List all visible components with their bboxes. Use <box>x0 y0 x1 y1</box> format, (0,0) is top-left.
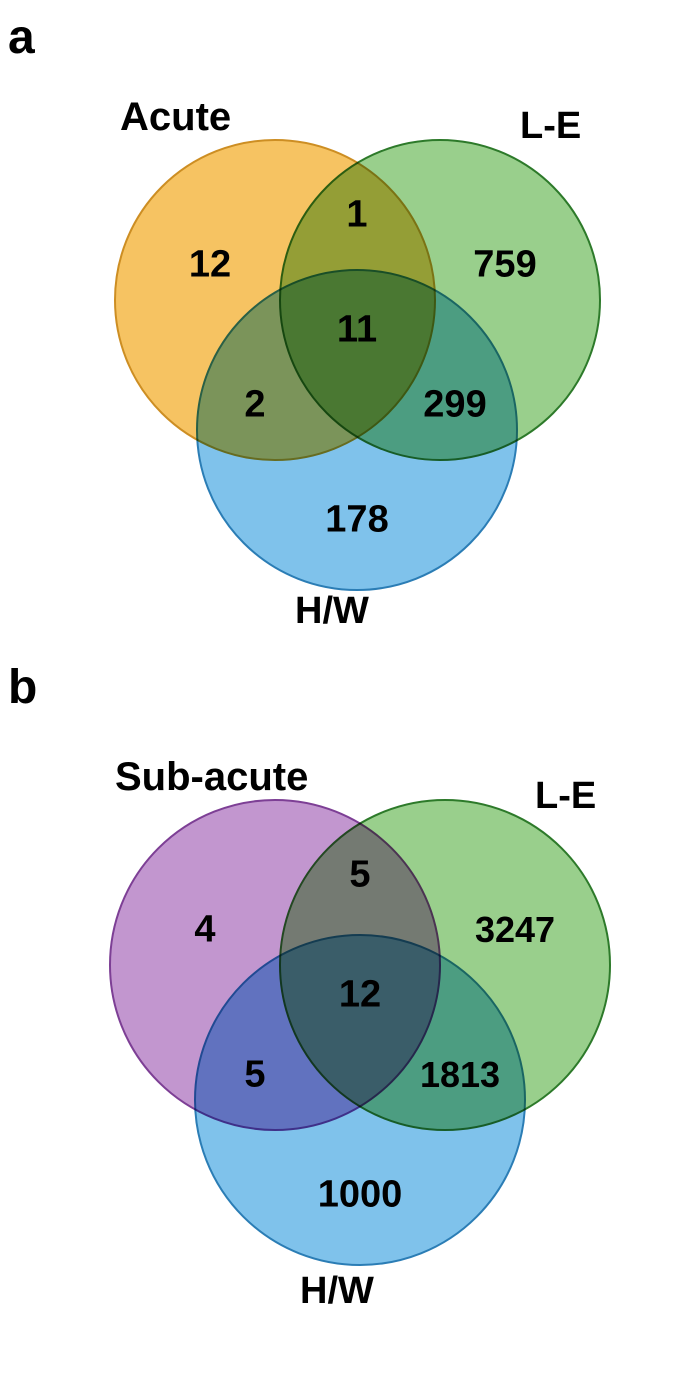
val-bc-b: 1813 <box>420 1054 500 1096</box>
panel-b: Sub-acute L-E H/W 4 3247 1000 5 5 1813 1… <box>60 730 650 1330</box>
panel-a-label: a <box>8 10 35 65</box>
label-subacute: Sub-acute <box>115 755 308 800</box>
label-hw-a: H/W <box>295 590 369 633</box>
val-c-only-b: 1000 <box>318 1174 403 1217</box>
venn-a-svg <box>60 70 640 650</box>
label-le-b: L-E <box>535 775 596 818</box>
val-a-only-b: 4 <box>194 909 215 952</box>
val-abc-a: 11 <box>337 309 377 352</box>
panel-a: Acute L-E H/W 12 759 178 1 2 299 11 <box>60 70 640 650</box>
val-b-only-a: 759 <box>473 244 536 287</box>
val-ac-a: 2 <box>244 384 265 427</box>
val-abc-b: 12 <box>339 974 381 1017</box>
val-ab-a: 1 <box>346 194 367 237</box>
venn-b-svg <box>60 730 650 1330</box>
label-hw-b: H/W <box>300 1270 374 1313</box>
label-le-a: L-E <box>520 105 581 148</box>
val-b-only-b: 3247 <box>475 909 555 951</box>
val-ac-b: 5 <box>244 1054 265 1097</box>
val-c-only-a: 178 <box>325 499 388 542</box>
figure-page: a Acute L-E H/W 12 759 178 1 2 299 11 b <box>0 0 686 1389</box>
val-bc-a: 299 <box>423 384 486 427</box>
label-acute: Acute <box>120 95 231 140</box>
val-ab-b: 5 <box>349 854 370 897</box>
panel-b-label: b <box>8 660 37 715</box>
val-a-only: 12 <box>189 244 231 287</box>
